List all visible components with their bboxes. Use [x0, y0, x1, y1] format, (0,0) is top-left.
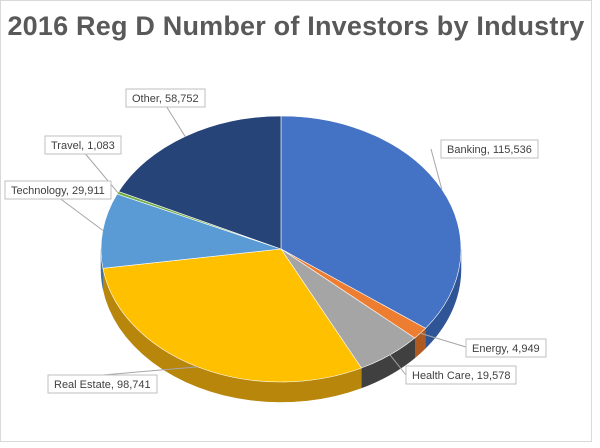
data-label-travel: Travel, 1,083	[44, 135, 122, 155]
data-label-box	[47, 374, 158, 394]
leader-lines	[57, 104, 467, 376]
data-label-text: Travel, 1,083	[51, 140, 115, 152]
slice-real-estate[interactable]	[102, 248, 362, 383]
data-label-technology: Technology, 29,911	[4, 180, 112, 200]
data-label-energy: Energy, 4,949	[465, 338, 547, 358]
leader-line	[420, 332, 467, 348]
pie-chart: Banking, 115,536 Energy, 4,949 Health Care…	[4, 88, 547, 403]
data-label-text: Health Care, 19,578	[412, 370, 510, 382]
leader-line	[430, 148, 443, 190]
data-label-box	[440, 139, 539, 159]
data-label-health-care: Health Care, 19,578	[405, 365, 517, 385]
data-label-text: Other, 58,752	[132, 93, 199, 105]
data-label-text: Energy, 4,949	[472, 343, 540, 355]
leader-line	[389, 354, 407, 376]
pie-slices	[100, 115, 462, 383]
data-label-real-estate: Real Estate, 98,741	[47, 374, 158, 394]
data-label-other: Other, 58,752	[125, 88, 206, 108]
data-label-text: Banking, 115,536	[447, 144, 532, 156]
chart-title: 2016 Reg D Number of Investors by Indust…	[7, 11, 585, 41]
data-label-banking: Banking, 115,536	[440, 139, 539, 159]
leader-line	[165, 104, 186, 137]
pie-3d-sides	[100, 248, 462, 403]
slice-other[interactable]	[118, 115, 282, 250]
data-label-box	[125, 88, 206, 108]
chart-area: 2016 Reg D Number of Investors by Indust…	[0, 0, 592, 442]
slice-banking[interactable]	[280, 115, 462, 329]
data-label-box	[4, 180, 112, 200]
data-labels: Banking, 115,536 Energy, 4,949 Health Care…	[4, 88, 547, 394]
data-label-box	[44, 135, 122, 155]
leader-line	[82, 150, 119, 194]
data-label-box	[465, 338, 547, 358]
leader-line	[57, 196, 104, 231]
leader-line	[102, 366, 198, 376]
data-label-text: Real Estate, 98,741	[54, 379, 151, 391]
data-label-text: Technology, 29,911	[11, 185, 105, 197]
data-label-box	[405, 365, 517, 385]
